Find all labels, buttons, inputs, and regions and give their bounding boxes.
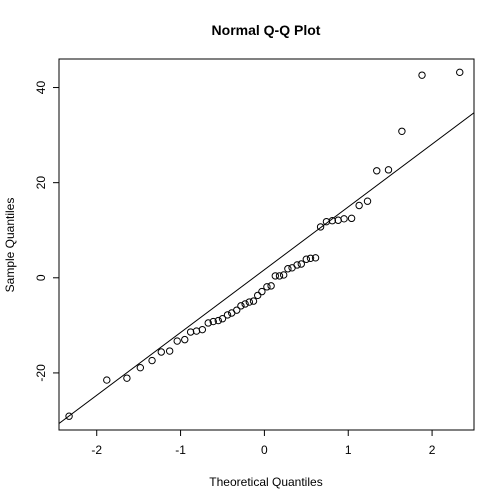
data-point: [267, 282, 275, 290]
data-point: [293, 261, 301, 269]
data-point: [245, 298, 254, 306]
data-point: [258, 287, 266, 296]
data-point: [340, 215, 348, 223]
data-point: [209, 317, 217, 326]
data-point: [398, 127, 406, 135]
plot-frame: [58, 58, 475, 431]
data-point: [198, 325, 207, 334]
data-point: [65, 412, 73, 420]
data-point: [218, 315, 227, 323]
data-point: [302, 255, 311, 263]
data-point: [123, 374, 131, 382]
y-tick-label: -20: [34, 364, 48, 382]
x-tick-label: -1: [175, 443, 186, 457]
data-point: [271, 272, 280, 280]
data-point: [384, 166, 393, 174]
data-point: [186, 328, 195, 336]
data-point: [347, 214, 356, 223]
data-point: [249, 297, 258, 305]
data-point: [279, 271, 288, 279]
data-point: [241, 300, 249, 308]
x-tick-label: -2: [91, 443, 102, 457]
y-tick-label: 40: [34, 81, 48, 95]
data-point: [223, 311, 232, 319]
chart-title: Normal Q-Q Plot: [212, 22, 321, 38]
data-point: [192, 327, 201, 335]
x-axis-label: Theoretical Quantiles: [209, 475, 322, 489]
data-point: [311, 254, 320, 262]
data-point: [306, 254, 315, 262]
data-point: [418, 71, 426, 79]
data-point: [157, 348, 165, 356]
x-tick-label: 0: [261, 443, 268, 457]
x-tick-label: 1: [345, 443, 352, 457]
data-point: [148, 356, 156, 365]
reference-line-layer: [59, 112, 474, 425]
data-point: [173, 337, 181, 345]
x-axis: -2 -1 0 1 2: [91, 430, 436, 457]
y-tick-label: 20: [34, 176, 48, 190]
qq-reference-line: [59, 112, 474, 425]
data-point: [456, 68, 464, 77]
data-point: [233, 306, 241, 314]
points-layer: [65, 68, 464, 420]
data-point: [253, 291, 262, 300]
data-point: [237, 302, 245, 310]
data-point: [214, 316, 222, 325]
data-point: [263, 283, 271, 291]
data-point: [373, 167, 381, 175]
data-point: [181, 335, 189, 344]
data-point: [297, 260, 305, 268]
data-point: [284, 265, 292, 273]
y-axis-label: Sample Quantiles: [3, 198, 17, 293]
data-point: [275, 272, 284, 280]
y-tick-label: 0: [34, 274, 48, 281]
y-axis: -20 0 20 40: [34, 81, 59, 382]
data-point: [363, 197, 372, 205]
data-point: [328, 217, 337, 225]
data-point: [103, 376, 111, 384]
data-point: [165, 347, 174, 355]
data-point: [204, 319, 212, 327]
data-point: [316, 223, 325, 231]
data-point: [355, 201, 363, 210]
data-point: [136, 363, 145, 372]
x-tick-label: 2: [429, 443, 436, 457]
